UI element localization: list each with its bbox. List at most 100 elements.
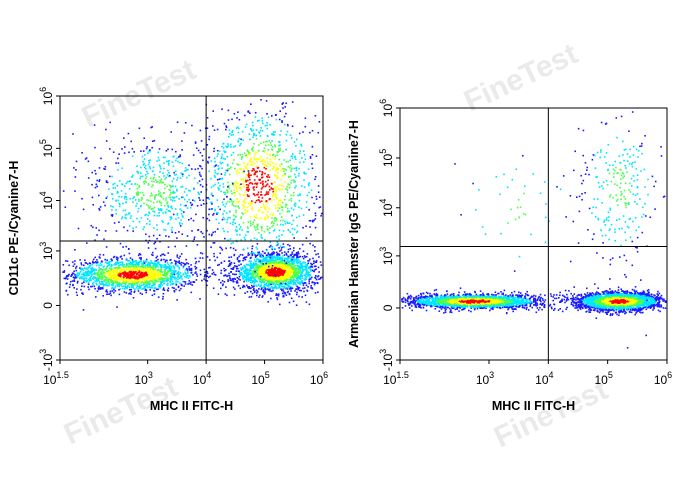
event-dot — [260, 271, 262, 273]
event-dot — [259, 253, 261, 255]
event-dot — [274, 259, 276, 261]
event-dot — [244, 265, 247, 268]
event-dot — [250, 224, 252, 227]
event-dot — [177, 270, 180, 273]
event-dot — [88, 265, 91, 267]
event-dot — [274, 268, 277, 271]
event-dot — [296, 270, 298, 273]
event-dot — [204, 274, 207, 276]
event-dot — [145, 268, 148, 270]
event-dot — [81, 285, 83, 287]
event-dot — [123, 291, 126, 293]
event-dot — [204, 279, 207, 281]
event-dot — [145, 281, 148, 284]
event-dot — [127, 268, 129, 270]
event-dot — [245, 267, 247, 270]
event-dot — [175, 173, 177, 176]
event-dot — [165, 197, 168, 199]
event-dot — [206, 275, 208, 277]
event-dot — [228, 260, 231, 262]
event-dot — [270, 259, 272, 262]
event-dot — [256, 280, 258, 283]
event-dot — [220, 247, 223, 250]
event-dot — [154, 279, 156, 282]
event-dot — [282, 107, 284, 109]
event-dot — [269, 244, 272, 247]
event-dot — [234, 288, 236, 290]
event-dot — [307, 274, 309, 276]
event-dot — [228, 129, 231, 131]
event-dot — [90, 275, 92, 278]
event-dot — [263, 287, 265, 289]
event-dot — [293, 278, 295, 281]
event-dot — [150, 262, 153, 264]
event-dot — [229, 246, 232, 249]
event-dot — [98, 256, 101, 258]
event-dot — [271, 269, 274, 272]
event-dot — [86, 242, 88, 244]
event-dot — [216, 213, 218, 215]
event-dot — [256, 258, 258, 261]
event-dot — [107, 276, 109, 279]
event-dot — [272, 156, 275, 159]
event-dot — [284, 273, 286, 276]
event-dot — [175, 280, 177, 282]
event-dot — [267, 301, 269, 303]
event-dot — [162, 287, 165, 289]
event-dot — [289, 279, 292, 281]
event-dot — [84, 277, 86, 279]
event-dot — [139, 177, 141, 180]
event-dot — [101, 278, 104, 280]
event-dot — [275, 163, 277, 165]
event-dot — [110, 294, 112, 297]
event-dot — [153, 180, 155, 183]
event-dot — [140, 269, 142, 272]
event-dot — [266, 161, 269, 163]
event-dot — [134, 183, 136, 185]
event-dot — [143, 202, 145, 205]
event-dot — [274, 275, 277, 277]
event-dot — [287, 273, 289, 276]
event-dot — [118, 268, 120, 270]
event-dot — [262, 180, 264, 183]
event-dot — [290, 197, 292, 200]
event-dot — [175, 284, 178, 286]
event-dot — [308, 271, 310, 274]
event-dot — [213, 165, 216, 168]
event-dot — [113, 268, 115, 271]
event-dot — [246, 167, 249, 170]
event-dot — [176, 265, 179, 268]
event-dot — [240, 216, 243, 218]
event-dot — [187, 277, 190, 279]
event-dot — [175, 264, 177, 267]
event-dot — [112, 285, 114, 287]
event-dot — [173, 199, 176, 202]
event-dot — [255, 246, 258, 249]
event-dot — [297, 276, 300, 278]
event-dot — [106, 195, 108, 198]
event-dot — [235, 209, 237, 212]
event-dot — [256, 151, 258, 154]
event-dot — [234, 168, 236, 170]
event-dot — [88, 272, 91, 274]
event-dot — [272, 253, 275, 255]
event-dot — [158, 148, 161, 150]
event-dot — [141, 269, 144, 271]
event-dot — [184, 271, 187, 274]
event-dot — [299, 152, 301, 155]
event-dot — [280, 259, 283, 262]
event-dot — [309, 226, 311, 228]
event-dot — [182, 273, 185, 276]
event-dot — [239, 234, 241, 236]
event-dot — [296, 256, 298, 259]
event-dot — [268, 269, 271, 271]
event-dot — [130, 280, 132, 282]
event-dot — [293, 254, 295, 257]
event-dot — [261, 129, 264, 132]
event-dot — [180, 209, 183, 212]
event-dot — [87, 271, 89, 273]
event-dot — [250, 263, 253, 265]
event-dot — [261, 259, 264, 261]
event-dot — [130, 140, 132, 143]
event-dot — [123, 152, 126, 154]
